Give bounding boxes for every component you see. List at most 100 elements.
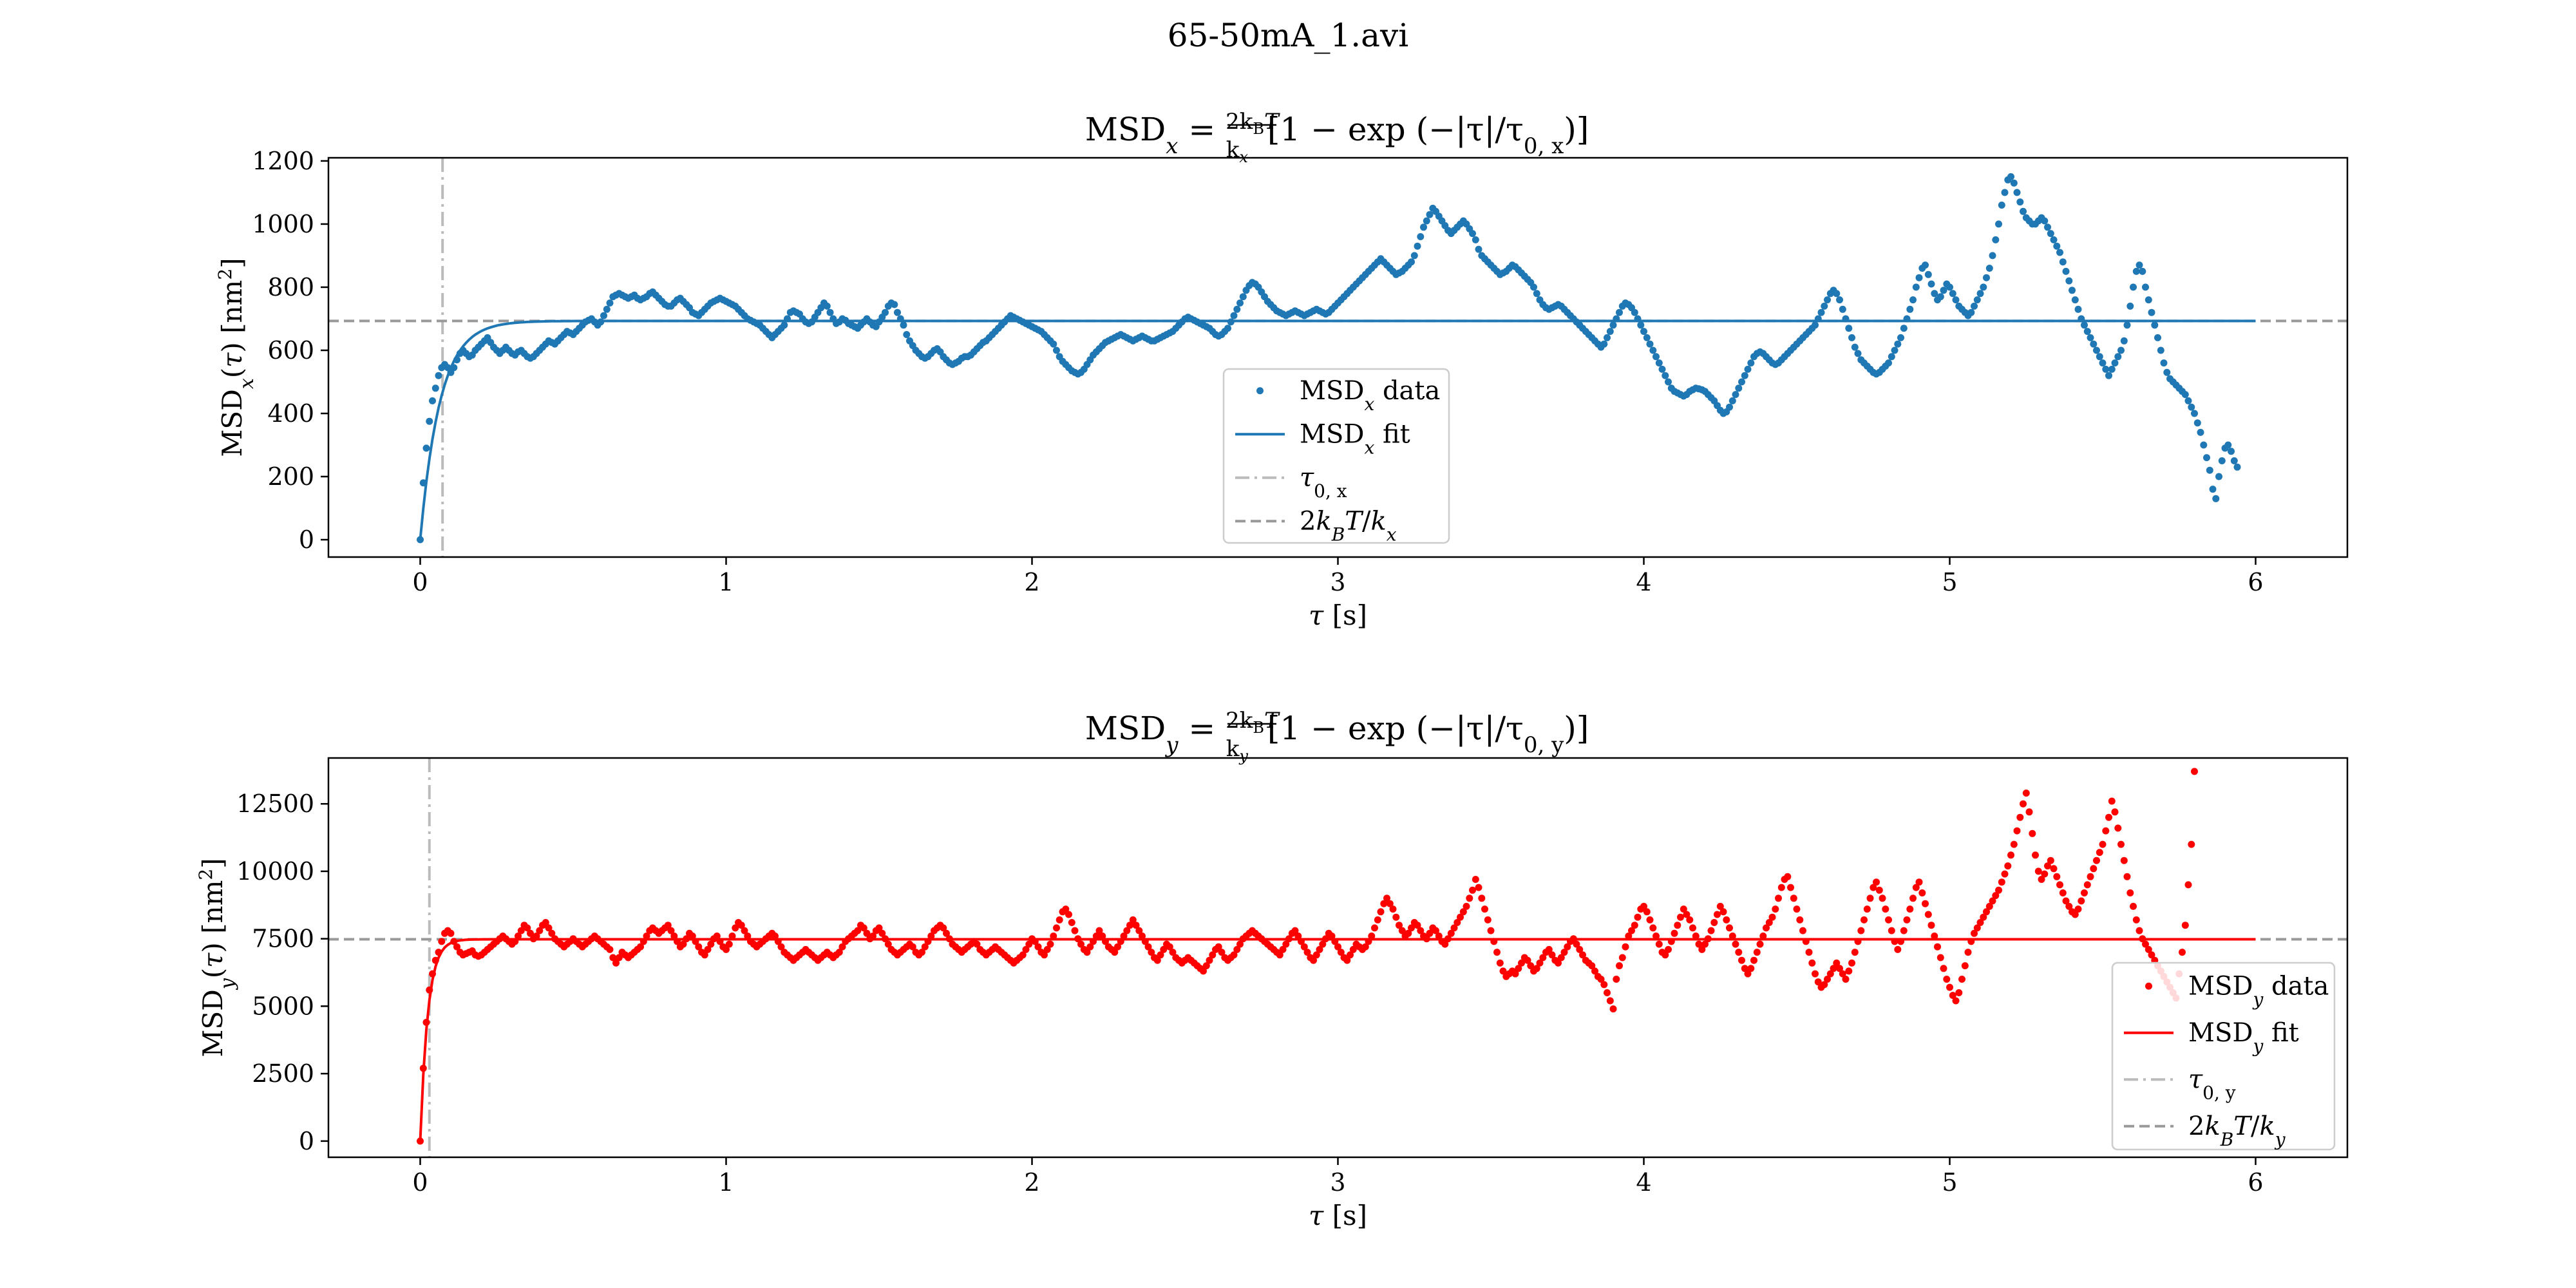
- data-point-y: [1515, 965, 1522, 972]
- data-point-x: [2041, 217, 2049, 225]
- data-point-y: [940, 924, 947, 932]
- data-point-y: [1524, 956, 1531, 964]
- data-point-y: [1912, 884, 1920, 891]
- data-point-y: [511, 938, 519, 945]
- data-point-x: [1973, 296, 1981, 304]
- data-point-y: [1604, 989, 1611, 996]
- data-point-y: [1915, 878, 1923, 886]
- data-point-y: [860, 924, 867, 932]
- data-point-x: [2157, 346, 2164, 354]
- data-point-y: [1839, 970, 1846, 978]
- plot-area-x: [328, 158, 2347, 557]
- data-point-x: [1609, 321, 1617, 329]
- y-tick-label-y: 7500: [252, 925, 314, 953]
- legend-label-fit-y: MSDy fit: [2188, 1018, 2299, 1057]
- x-tick-label-y: 4: [1636, 1168, 1651, 1197]
- data-point-x: [2053, 242, 2061, 250]
- data-point-y: [2034, 867, 2042, 875]
- data-point-y: [1851, 949, 1859, 956]
- data-point-y: [1796, 916, 1804, 923]
- data-point-y: [1772, 905, 1779, 913]
- data-point-y: [1824, 976, 1831, 983]
- data-point-y: [664, 922, 672, 929]
- legend-marker-data-x: [1256, 387, 1264, 395]
- data-point-y: [1716, 902, 1724, 910]
- data-point-y: [1557, 954, 1565, 961]
- data-point-y: [670, 933, 678, 940]
- data-point-y: [426, 986, 433, 994]
- data-point-y: [1765, 919, 1773, 926]
- data-point-y: [1710, 919, 1718, 926]
- subplot-x-title: MSDx = 2kBT kx[1 − exp (−|τ|/τ0, x)]: [1085, 109, 1589, 166]
- data-point-x: [2001, 189, 2009, 196]
- data-point-x: [2184, 397, 2192, 404]
- title-x-eq: =: [1178, 111, 1226, 148]
- data-point-y: [1998, 878, 2005, 886]
- data-point-y: [1646, 916, 1654, 923]
- data-point-x: [1812, 321, 1819, 329]
- data-point-y: [1300, 943, 1308, 951]
- data-point-x: [2139, 267, 2146, 275]
- data-point-y: [2074, 905, 2082, 913]
- data-point-x: [1940, 287, 1947, 294]
- data-point-y: [2123, 873, 2131, 880]
- data-point-x: [600, 312, 607, 319]
- y-tick-label-y: 10000: [236, 857, 314, 886]
- title-y-num-sub: B: [1253, 719, 1264, 737]
- data-point-x: [781, 321, 788, 329]
- data-point-y: [1934, 943, 1941, 951]
- data-point-y: [1432, 927, 1439, 934]
- data-point-y: [1166, 943, 1173, 951]
- data-point-y: [1319, 940, 1327, 948]
- data-point-x: [2069, 287, 2076, 294]
- data-point-y: [1533, 965, 1540, 972]
- data-point-y: [1472, 876, 1479, 883]
- data-point-x: [1735, 384, 1743, 392]
- data-point-y: [1230, 951, 1238, 959]
- y-tick-label-x: 1000: [252, 210, 314, 238]
- data-point-x: [1927, 280, 1935, 288]
- data-point-y: [1454, 919, 1461, 926]
- data-point-y: [1298, 938, 1305, 945]
- data-point-x: [2233, 463, 2241, 471]
- data-point-y: [2179, 949, 2186, 956]
- subplot-y-title: MSDy = 2kBT ky[1 − exp (−|τ|/τ0, y)]: [1085, 708, 1589, 765]
- data-point-y: [2041, 870, 2049, 878]
- data-point-y: [1157, 951, 1164, 959]
- data-point-x: [2056, 249, 2063, 256]
- data-point-y: [1233, 945, 1241, 953]
- data-point-x: [891, 301, 898, 308]
- data-point-y: [2010, 840, 2018, 848]
- data-point-y: [2013, 827, 2021, 835]
- data-point-x: [2059, 258, 2067, 266]
- data-point-y: [1303, 949, 1311, 956]
- data-point-y: [453, 943, 460, 951]
- data-point-x: [2212, 495, 2220, 502]
- data-point-y: [1943, 976, 1951, 983]
- data-point-y: [2007, 851, 2014, 859]
- data-point-y: [609, 954, 617, 961]
- data-point-y: [2020, 800, 2027, 808]
- data-point-y: [1380, 900, 1388, 907]
- data-point-y: [1665, 945, 1672, 953]
- data-point-y: [1726, 924, 1733, 932]
- y-tick-label-x: 0: [299, 526, 314, 554]
- title-y-num-T: T: [1264, 708, 1280, 734]
- data-point-x: [2188, 403, 2195, 411]
- data-point-y: [2047, 857, 2054, 864]
- title-x-num-T: T: [1264, 109, 1280, 135]
- title-x-den: k: [1226, 137, 1240, 163]
- data-point-y: [1980, 913, 1987, 921]
- data-point-y: [1218, 949, 1226, 956]
- data-point-y: [737, 922, 745, 929]
- data-point-y: [1120, 933, 1128, 940]
- data-point-y: [2044, 862, 2051, 870]
- data-point-y: [1484, 916, 1492, 923]
- data-point-y: [438, 938, 446, 945]
- data-point-y: [417, 1137, 424, 1145]
- data-point-y: [1576, 945, 1584, 953]
- data-point-y: [1790, 895, 1797, 902]
- data-point-y: [2188, 840, 2195, 848]
- data-point-x: [1922, 261, 1929, 269]
- data-point-x: [2083, 328, 2091, 336]
